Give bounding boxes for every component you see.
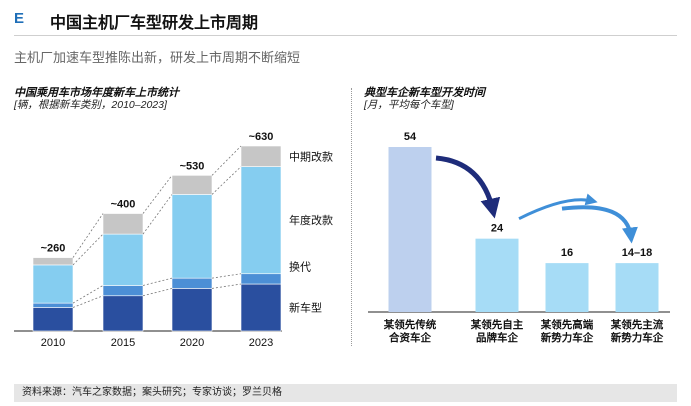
dev-value-0: 54	[404, 131, 417, 143]
connector-1-2	[142, 194, 173, 235]
bar-2020-新车型	[171, 288, 213, 332]
bar-2023-换代	[240, 273, 282, 285]
section-letter: E	[14, 10, 25, 27]
dev-category-2-line-0: 某领先高端	[540, 318, 594, 331]
bar-2020-换代	[171, 277, 213, 289]
connector-2-3	[211, 145, 242, 176]
dev-value-2: 16	[561, 247, 573, 259]
legend-年度改款: 年度改款	[289, 213, 333, 227]
right-chart-title: 典型车企新车型开发时间	[364, 87, 485, 99]
bar-2023-新车型	[240, 283, 282, 332]
left-chart-subtitle: [辆，根据新车类别，2010–2023]	[14, 99, 167, 111]
bar-2020-年度改款	[171, 194, 213, 279]
trend-arrow-dark	[435, 155, 501, 219]
bar-2010-换代	[32, 302, 74, 308]
bar-2015-换代	[102, 285, 144, 297]
bar-2010-年度改款	[32, 264, 74, 304]
dev-bar-2	[545, 263, 589, 312]
x-tick-2020: 2020	[180, 337, 204, 349]
bar-2015-中期改款	[102, 213, 144, 235]
bar-2023-年度改款	[240, 166, 282, 275]
trend-arrow-light-2	[561, 205, 638, 244]
dev-category-2-line-1: 新势力车企	[541, 331, 594, 344]
total-label-2015: ~400	[111, 199, 136, 211]
connector-2-1	[211, 273, 242, 279]
dev-category-1-line-0: 某领先自主	[470, 318, 524, 331]
dev-value-3: 14–18	[622, 247, 653, 259]
dev-value-1: 24	[491, 223, 504, 235]
connector-1-1	[142, 277, 173, 286]
total-label-2023: ~630	[249, 131, 274, 143]
trend-arrow-light-1	[518, 193, 598, 221]
connector-0-2	[72, 233, 104, 266]
bar-2010-新车型	[32, 307, 74, 332]
page-title: 中国主机厂车型研发上市周期	[50, 15, 259, 32]
x-tick-2015: 2015	[111, 337, 135, 349]
left-chart-title: 中国乘用车市场年度新车上市统计	[14, 87, 179, 99]
legend-新车型: 新车型	[289, 301, 322, 315]
dev-bar-1	[475, 238, 519, 312]
bar-2015-新车型	[102, 295, 144, 332]
chart-divider	[351, 88, 352, 346]
page-subtitle: 主机厂加速车型推陈出新，研发上市周期不断缩短	[14, 50, 301, 65]
dev-category-3-line-1: 新势力车企	[611, 331, 664, 344]
legend-换代: 换代	[289, 260, 311, 274]
total-label-2020: ~530	[180, 160, 205, 172]
bar-2023-中期改款	[240, 145, 282, 167]
title-divider	[14, 35, 677, 36]
connector-2-2	[211, 166, 242, 195]
dev-category-1-line-1: 品牌车企	[476, 331, 518, 344]
bar-2015-年度改款	[102, 233, 144, 286]
connector-0-0	[72, 295, 104, 308]
dev-category-0-line-0: 某领先传统	[383, 318, 437, 331]
connector-2-0	[211, 283, 242, 289]
x-tick-2010: 2010	[41, 337, 65, 349]
x-tick-2023: 2023	[249, 337, 273, 349]
total-label-2010: ~260	[41, 243, 66, 255]
connector-0-1	[72, 285, 104, 304]
connector-1-0	[142, 288, 173, 297]
bar-2010-中期改款	[32, 257, 74, 266]
right-chart-subtitle: [月，平均每个车型]	[364, 99, 454, 111]
dev-bar-0	[388, 147, 432, 312]
dev-bar-3	[615, 263, 659, 312]
legend-中期改款: 中期改款	[289, 149, 333, 163]
connector-0-3	[72, 213, 104, 258]
bar-2020-中期改款	[171, 175, 213, 195]
connector-1-3	[142, 175, 173, 214]
dev-category-3-line-0: 某领先主流	[610, 318, 664, 331]
dev-category-0-line-1: 合资车企	[388, 331, 431, 344]
source-footer: 资料来源：汽车之家数据；案头研究；专家访谈；罗兰贝格	[14, 384, 677, 402]
